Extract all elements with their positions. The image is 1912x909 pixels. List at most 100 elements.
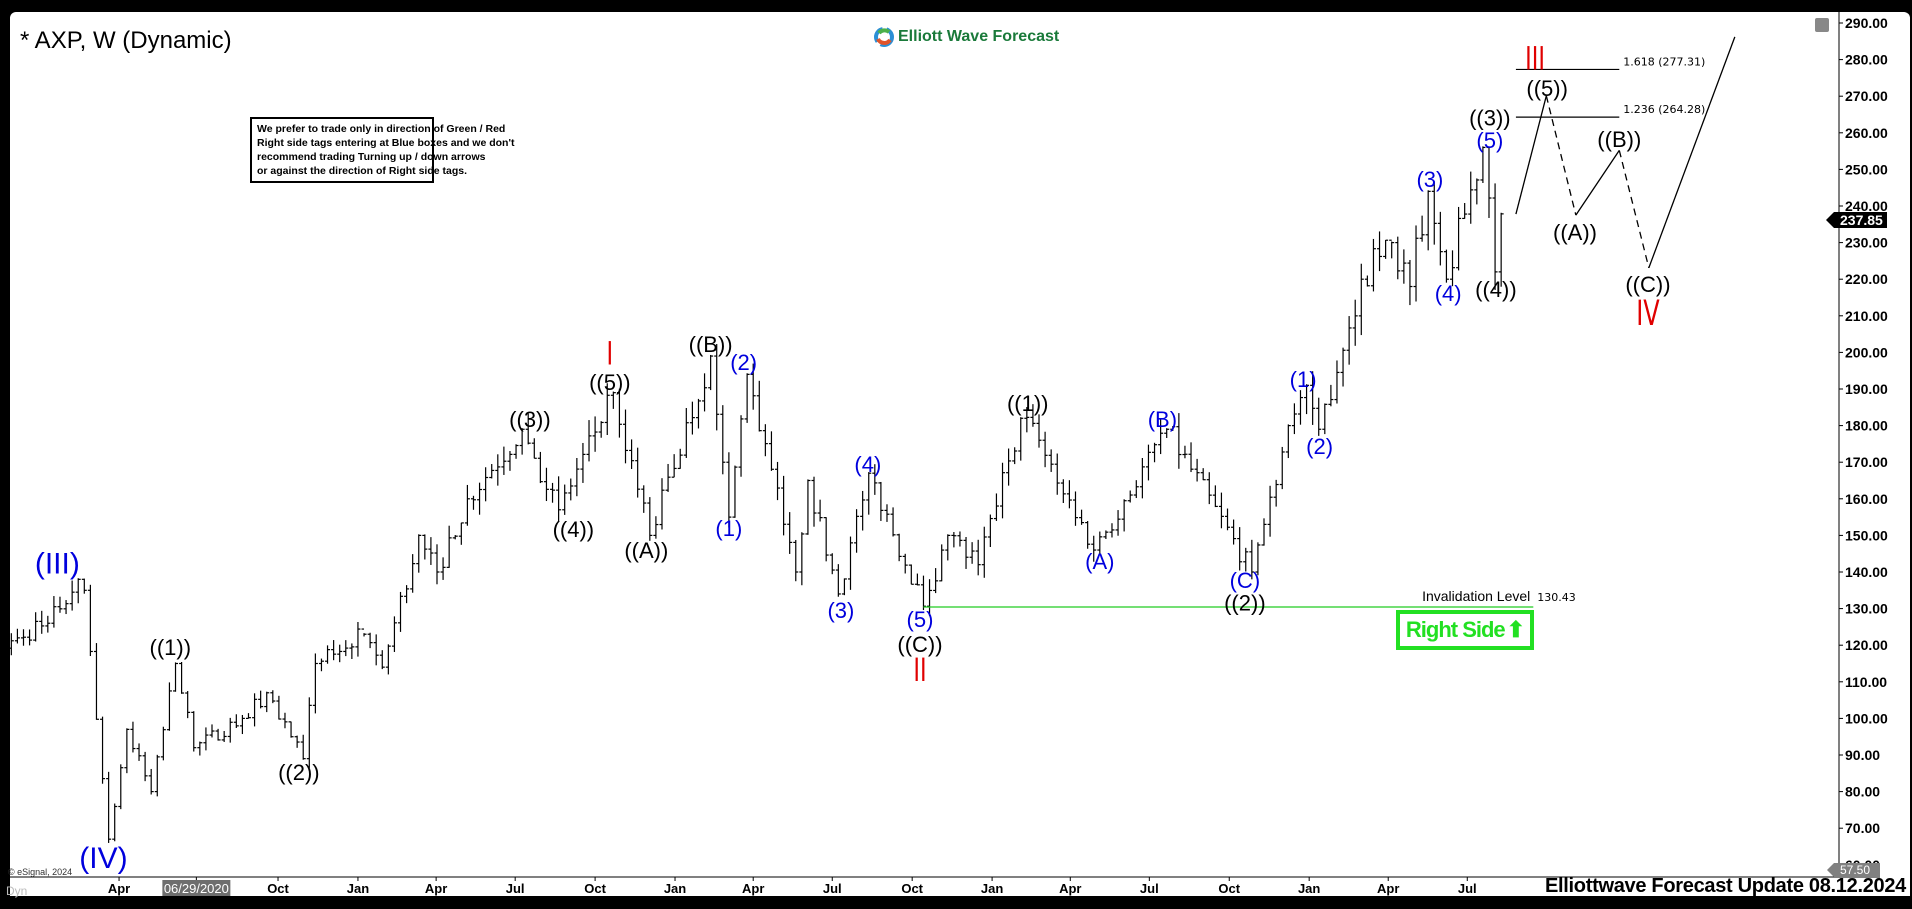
- price-bar: [1091, 535, 1097, 562]
- price-bar: [1127, 490, 1133, 503]
- price-bar: [616, 388, 622, 438]
- date-cursor-highlight: [162, 880, 231, 896]
- price-bar: [1243, 547, 1249, 572]
- price-bar: [355, 621, 361, 657]
- wave-label: ((1)): [150, 635, 192, 660]
- price-bar: [525, 413, 531, 445]
- price-bar: [1121, 499, 1127, 532]
- price-bar: [531, 438, 537, 459]
- price-tick-label: 150.00: [1845, 527, 1888, 543]
- price-bar: [27, 629, 33, 646]
- date-tick-label: Oct: [901, 881, 923, 896]
- wave-label: (3): [1416, 167, 1443, 192]
- price-bar: [714, 344, 720, 431]
- wave-label: (III): [35, 548, 80, 581]
- price-bar: [629, 439, 635, 469]
- price-bar: [300, 734, 306, 760]
- chart-panel: 60.0070.0080.0090.00100.00110.00120.0013…: [6, 12, 1910, 898]
- price-bar: [446, 525, 452, 568]
- price-bar: [884, 504, 890, 522]
- price-chart[interactable]: 60.0070.0080.0090.00100.00110.00120.0013…: [10, 12, 1910, 896]
- price-bar: [975, 539, 981, 576]
- price-bar: [100, 716, 106, 784]
- price-bar: [404, 585, 410, 604]
- price-bar: [1024, 407, 1030, 433]
- price-bar: [860, 490, 866, 531]
- price-bar: [537, 451, 543, 484]
- price-bar: [264, 691, 270, 713]
- price-bar: [306, 697, 312, 768]
- price-bar: [1030, 404, 1036, 427]
- price-bar: [811, 476, 817, 527]
- projection-segment: [1648, 36, 1736, 269]
- price-bar: [1346, 316, 1352, 365]
- price-bar: [945, 534, 951, 561]
- price-bar: [787, 512, 793, 554]
- wave-label: (2): [730, 350, 757, 375]
- price-bar: [604, 383, 610, 435]
- price-bar: [653, 516, 659, 539]
- price-bar: [1267, 485, 1273, 537]
- price-bar: [1036, 414, 1042, 448]
- price-bar: [1468, 171, 1474, 224]
- copyright: © eSignal, 2024: [8, 867, 73, 877]
- price-bar: [671, 454, 677, 478]
- price-bar: [331, 640, 337, 661]
- price-bar: [762, 424, 768, 457]
- price-bar: [422, 534, 428, 560]
- price-bar: [659, 478, 665, 530]
- price-bar: [1188, 442, 1194, 473]
- price-bar: [373, 634, 379, 666]
- price-bar: [677, 448, 683, 470]
- price-bar: [209, 724, 215, 738]
- price-bar: [914, 573, 920, 586]
- price-bar: [768, 431, 774, 471]
- price-bar: [87, 584, 93, 657]
- price-tick-label: 90.00: [1845, 747, 1880, 763]
- date-tick-label: Jan: [347, 881, 369, 896]
- forecast-update-footer: Elliottwave Forecast Update 08.12.2024: [1545, 875, 1906, 897]
- price-bar: [507, 451, 513, 471]
- date-tick-label: Oct: [584, 881, 606, 896]
- price-bar: [805, 479, 811, 535]
- right-side-label: Right Side: [1405, 617, 1506, 642]
- dyn-toggle[interactable]: Dyn: [6, 884, 28, 898]
- wave-label: (1): [715, 516, 742, 541]
- price-bar: [1164, 428, 1170, 438]
- price-bar: [51, 596, 57, 628]
- price-bar: [1340, 347, 1346, 387]
- price-bar: [458, 522, 464, 545]
- price-bar: [227, 717, 233, 743]
- restore-window-icon[interactable]: [1815, 18, 1829, 32]
- wave-label: (B): [1148, 407, 1177, 432]
- price-bar: [1486, 146, 1492, 218]
- price-bar: [568, 478, 574, 501]
- price-tick-label: 180.00: [1845, 418, 1888, 434]
- date-tick-label: Apr: [1059, 881, 1081, 896]
- price-bar: [179, 661, 185, 694]
- price-bar: [1389, 239, 1395, 259]
- date-tick-label: Oct: [1218, 881, 1240, 896]
- price-bar: [799, 532, 805, 586]
- invalidation-label: Invalidation Level: [1422, 588, 1530, 604]
- price-bar: [963, 537, 969, 569]
- price-bar: [379, 650, 385, 670]
- price-bar: [282, 712, 288, 729]
- price-bar: [173, 662, 179, 692]
- wave-label: ((3)): [509, 407, 551, 432]
- price-tick-label: 190.00: [1845, 381, 1888, 397]
- wave-label: ((B)): [689, 332, 733, 357]
- date-tick-label: Apr: [425, 881, 447, 896]
- price-bar: [63, 600, 69, 615]
- price-bar: [1176, 413, 1182, 469]
- wave-label: ((C)): [1625, 272, 1670, 297]
- price-bar: [288, 721, 294, 738]
- note-line: recommend trading Turning up / down arro…: [257, 151, 486, 163]
- price-bar: [1255, 542, 1261, 576]
- price-bar: [781, 475, 787, 536]
- price-bar: [416, 534, 422, 573]
- price-tick-label: 120.00: [1845, 637, 1888, 653]
- price-bar: [1480, 146, 1486, 184]
- price-bar: [750, 363, 756, 410]
- date-tick-label: Jan: [664, 881, 686, 896]
